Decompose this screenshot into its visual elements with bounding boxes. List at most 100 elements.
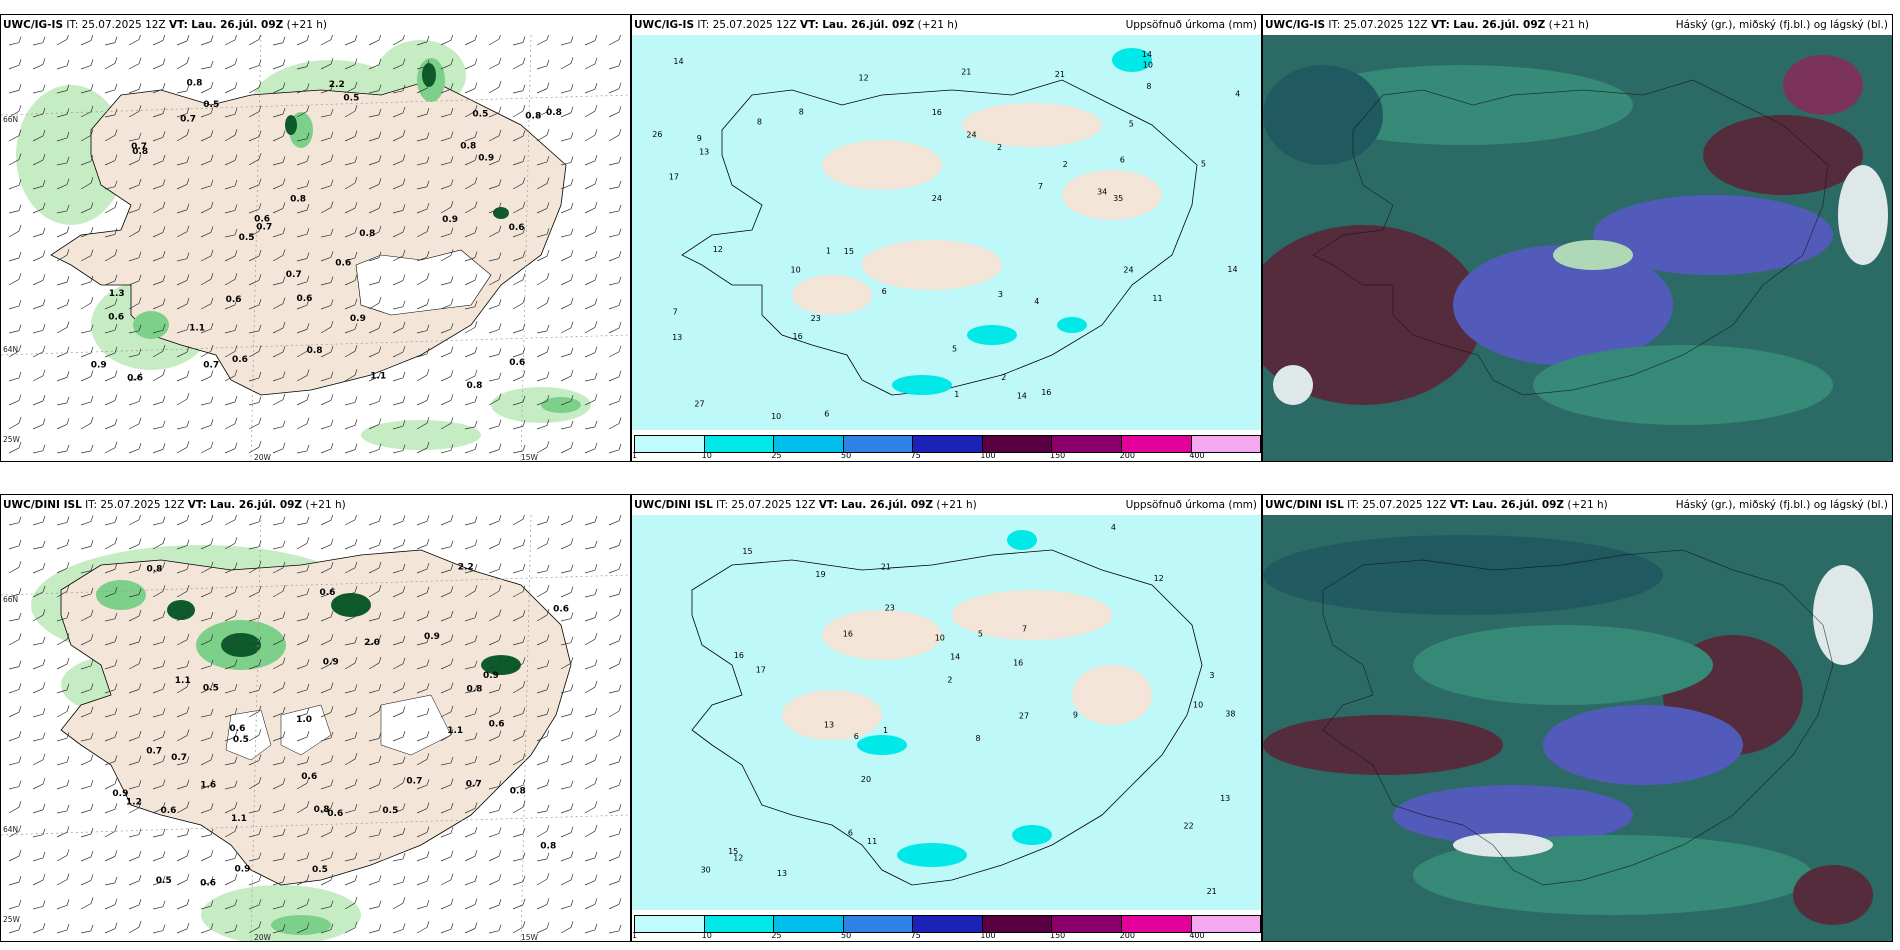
wind-barb [464,35,478,46]
wind-barb [464,850,478,862]
wind-barb [200,81,214,94]
accum-value-label: 11 [1152,294,1162,303]
wind-barb [296,612,310,622]
accum-value-label: 19 [815,570,825,579]
wind-barb [200,396,214,406]
wind-barb [128,801,142,814]
wind-barb [200,345,214,358]
wind-barb [344,105,358,118]
wind-barb [56,562,70,574]
wind-barb [224,731,238,742]
vt-label: VT: [1430,19,1450,31]
wind-barb [104,394,118,406]
accum-value-label: 16 [1041,388,1051,397]
wind-barb [488,609,502,622]
precip-value-label: 0.5 [472,110,488,120]
wind-barb [584,274,598,286]
precip-value-label: 0.5 [239,233,255,243]
wind-barb [8,849,22,862]
wind-barb [416,156,430,166]
wind-barb [440,898,454,910]
wind-barb [512,827,526,838]
legend-swatch [913,916,983,932]
precip-value-label: 0.9 [478,154,494,164]
wind-barb [344,656,358,670]
accum-value-label: 24 [932,194,942,203]
precip-value-label: 0.5 [382,806,398,816]
wind-barb [368,84,382,94]
wind-barb [344,804,358,814]
wind-barb [368,705,382,718]
legend-swatch [843,916,914,932]
wind-barb [248,729,262,742]
wind-barb [200,35,214,46]
precip-value-label: 0.6 [301,772,317,782]
wind-barb [536,324,550,334]
wind-barb [176,346,190,358]
lat-label-64: 64N [3,825,19,834]
wind-barb [440,923,454,934]
accum-value-label: 16 [734,651,744,660]
wind-barb [8,59,22,70]
wind-barb [128,515,141,526]
wind-barb [176,323,190,334]
accum-value-label: 6 [882,287,887,296]
wind-barb [272,657,286,670]
accum-value-label: 15 [844,247,854,256]
wind-barb [320,394,334,406]
wind-barb [296,345,310,358]
accum-value-label: 2 [947,676,952,685]
wind-barb [248,441,262,454]
wind-barb [152,82,166,94]
wind-barb [584,154,598,166]
wind-barb [152,275,166,286]
wind-barb [560,515,574,526]
wind-barb [536,708,550,718]
wind-barb [512,921,526,934]
accum-value-label: 5 [1129,120,1134,129]
wind-barb [272,420,286,430]
wind-barb [320,538,334,550]
accum-value-label: 2 [997,143,1002,152]
wind-barb [320,634,334,646]
accum-value-label: 2 [1063,160,1068,169]
wind-barb [296,756,310,766]
wind-barb [416,730,430,742]
legend-swatch [704,436,775,452]
wind-barb [560,657,574,670]
wind-barb [152,369,166,382]
init-time: 25.07.2025 12Z [1362,499,1447,511]
wind-barb [344,81,358,94]
wind-barb [176,539,190,550]
wind-barb [320,657,334,670]
wind-barb [104,683,118,694]
wind-barb [440,540,454,550]
wind-barb [152,345,166,358]
it-label: IT: [66,19,79,31]
wind-barb [344,874,358,886]
wind-barb [392,706,406,718]
wind-barb [416,35,430,46]
wind-barb [32,732,46,742]
wind-barb [104,324,118,334]
wind-barb [152,636,166,646]
wind-barb [608,898,622,910]
precip-value-label: 0.9 [112,789,128,799]
wind-barb [392,897,406,910]
precip-value-label: 1.2 [126,798,142,808]
precip-value-label: 0.5 [156,876,172,886]
wind-barb [416,779,430,790]
wind-barb [320,179,334,190]
accum-value-label: 1 [826,247,831,256]
accum-value-label: 34 [1097,187,1107,196]
wind-barb [152,755,166,766]
it-label: IT: [716,499,729,511]
precip-value-label: 1.0 [296,715,312,725]
wind-barb [128,850,142,862]
wind-barb [152,683,166,694]
wind-barb [32,708,46,718]
wind-barb [248,153,262,166]
precip-value-label: 0.6 [335,259,351,269]
legend-tick-label: 10 [701,451,712,460]
wind-barb [560,395,574,406]
